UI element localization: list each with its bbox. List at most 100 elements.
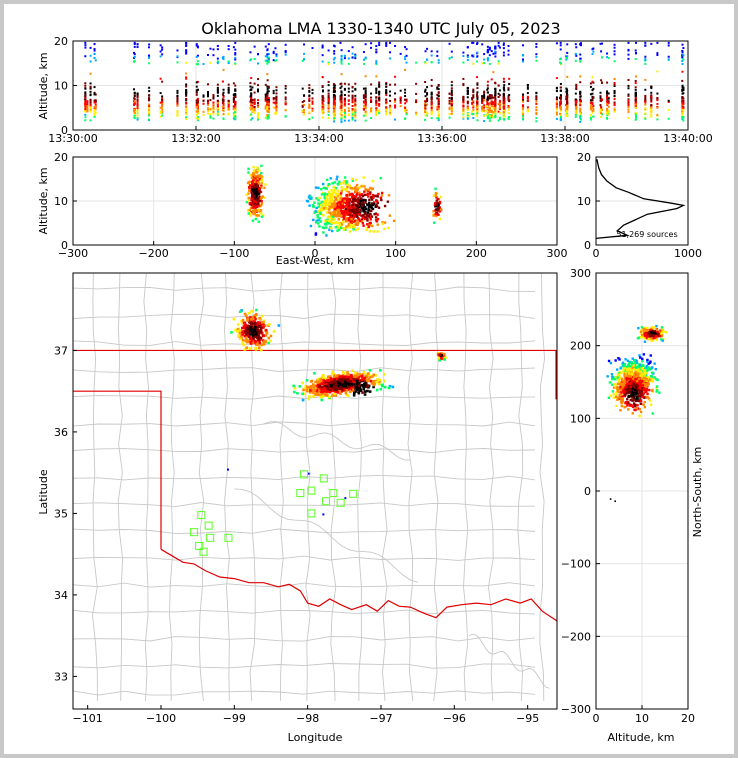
- source-cell: [319, 211, 322, 214]
- source-cell: [249, 82, 252, 85]
- source-cell: [374, 219, 378, 222]
- source-cell: [682, 101, 685, 104]
- source-cell: [89, 54, 92, 57]
- source-cell: [471, 110, 474, 113]
- source-cell: [375, 99, 378, 102]
- source-cell: [462, 55, 465, 58]
- source-cell: [136, 118, 139, 121]
- source-cell: [354, 210, 357, 214]
- source-cell: [646, 369, 649, 372]
- ew-tick-label: 300: [547, 247, 568, 260]
- source-cell: [363, 193, 367, 197]
- source-cell: [321, 102, 324, 105]
- figure-canvas: Oklahoma LMA 1330-1340 UTC July 05, 2023…: [37, 19, 713, 744]
- source-cell: [354, 97, 357, 100]
- source-cell: [592, 96, 595, 99]
- source-cell: [436, 97, 439, 100]
- source-cell: [355, 387, 359, 391]
- source-cell: [332, 99, 335, 102]
- longitude-tick-label: −101: [73, 712, 103, 725]
- source-cell: [579, 90, 582, 93]
- source-cell: [249, 214, 253, 217]
- source-cell: [272, 97, 275, 100]
- source-cell: [613, 378, 617, 381]
- source-cell: [426, 93, 429, 96]
- source-cell: [450, 87, 453, 90]
- source-cell: [574, 92, 577, 95]
- source-cell: [462, 105, 465, 108]
- source-cell: [375, 380, 378, 384]
- source-cell: [385, 41, 388, 44]
- source-cell: [136, 109, 139, 112]
- source-cell: [333, 181, 337, 184]
- source-cell: [257, 346, 261, 350]
- source-cell: [348, 390, 352, 394]
- source-cell: [345, 393, 349, 397]
- source-cell: [267, 56, 270, 59]
- source-cell: [681, 100, 684, 103]
- source-cell: [559, 106, 562, 109]
- source-cell: [361, 198, 365, 202]
- source-cell: [364, 57, 367, 60]
- source-cell: [133, 102, 136, 105]
- source-cell: [361, 194, 365, 198]
- source-cell: [185, 108, 188, 111]
- source-cell: [559, 48, 562, 51]
- source-cell: [370, 110, 373, 113]
- source-cell: [613, 78, 616, 81]
- source-cell: [252, 329, 256, 333]
- source-cell: [367, 195, 370, 198]
- source-cell: [339, 392, 342, 395]
- source-cell: [362, 62, 365, 65]
- source-cell: [376, 223, 379, 226]
- source-cell: [354, 228, 358, 232]
- longitude-tick-label: −100: [146, 712, 176, 725]
- source-cell: [309, 386, 313, 390]
- source-cell: [347, 50, 350, 53]
- source-cell: [255, 192, 258, 195]
- source-cell: [332, 221, 336, 225]
- source-cell: [521, 93, 524, 96]
- source-cell: [296, 392, 299, 395]
- source-cell: [555, 104, 558, 107]
- source-cell: [321, 110, 324, 113]
- source-cell: [346, 371, 349, 374]
- river-line: [468, 633, 550, 689]
- source-cell: [256, 104, 259, 107]
- source-cell: [234, 62, 237, 65]
- source-cell: [222, 99, 225, 102]
- source-cell: [222, 104, 225, 107]
- source-cell: [234, 92, 237, 95]
- source-cell: [462, 112, 465, 115]
- source-cell: [133, 92, 136, 95]
- source-cell: [274, 101, 277, 104]
- source-cell: [308, 87, 311, 90]
- source-cell: [579, 114, 582, 117]
- source-cell: [450, 56, 453, 59]
- source-cell: [232, 105, 235, 108]
- source-cell: [327, 96, 330, 99]
- source-cell: [502, 93, 505, 96]
- source-cell: [209, 61, 212, 64]
- source-cell: [334, 221, 338, 224]
- source-cell: [86, 105, 89, 108]
- county-line: [73, 474, 536, 481]
- source-cell: [275, 89, 278, 92]
- source-cell: [368, 230, 372, 233]
- source-cell: [359, 199, 363, 203]
- source-cell: [206, 83, 209, 86]
- source-cell: [656, 97, 659, 100]
- source-cell: [415, 82, 418, 85]
- source-cell: [344, 497, 347, 500]
- source-cell: [331, 215, 335, 219]
- lma-station-marker: [336, 498, 345, 507]
- source-cell: [327, 104, 330, 107]
- source-cell: [340, 114, 343, 117]
- source-cell: [352, 224, 355, 227]
- source-cell: [331, 205, 334, 208]
- source-cell: [351, 177, 354, 181]
- source-cell: [364, 75, 367, 78]
- source-cell: [606, 90, 609, 93]
- source-cell: [321, 208, 324, 211]
- source-cell: [356, 188, 359, 191]
